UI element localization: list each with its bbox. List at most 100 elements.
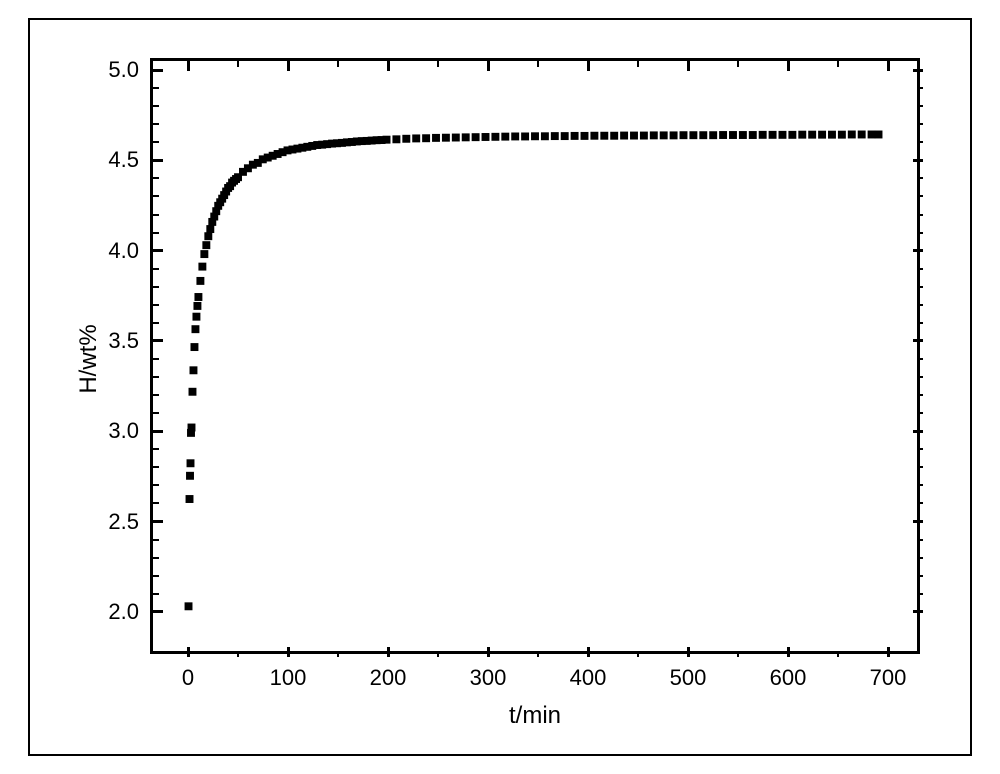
- axis-tick: [917, 484, 923, 486]
- axis-tick: [153, 177, 159, 179]
- y-axis-label: H/wt%: [75, 324, 103, 393]
- data-marker: [185, 602, 193, 610]
- axis-tick: [153, 358, 159, 360]
- figure: H/wt% 01002003004005006007002.02.53.03.5…: [0, 0, 1000, 774]
- axis-tick: [153, 141, 159, 143]
- axis-tick: [917, 214, 923, 216]
- axis-tick-label: 300: [470, 665, 507, 691]
- axis-tick: [917, 466, 923, 468]
- data-marker: [749, 131, 757, 139]
- data-marker: [392, 135, 400, 143]
- data-marker: [191, 325, 199, 333]
- data-marker: [788, 131, 796, 139]
- axis-tick: [153, 557, 159, 559]
- axis-tick: [237, 651, 239, 657]
- axis-tick-label: 700: [870, 665, 907, 691]
- data-marker: [858, 131, 866, 139]
- axis-tick: [917, 593, 923, 595]
- data-marker: [660, 131, 668, 139]
- axis-tick: [287, 61, 290, 71]
- axis-tick: [153, 304, 159, 306]
- data-marker: [531, 132, 539, 140]
- data-marker: [541, 132, 549, 140]
- axis-tick: [153, 610, 163, 613]
- data-marker: [198, 263, 206, 271]
- axis-tick: [913, 249, 923, 252]
- data-marker: [186, 495, 194, 503]
- axis-tick: [153, 123, 159, 125]
- axis-tick: [337, 61, 339, 67]
- series-layer: [153, 61, 917, 651]
- axis-tick: [917, 177, 923, 179]
- data-marker: [680, 131, 688, 139]
- axis-tick-label: 600: [770, 665, 807, 691]
- axis-tick: [153, 159, 163, 162]
- data-marker: [432, 134, 440, 142]
- axis-tick: [187, 647, 190, 657]
- axis-tick: [153, 484, 159, 486]
- axis-tick: [917, 141, 923, 143]
- axis-tick: [153, 87, 159, 89]
- axis-tick-label: 3.0: [108, 418, 139, 444]
- data-marker: [590, 132, 598, 140]
- data-marker: [194, 293, 202, 301]
- data-marker: [206, 225, 214, 233]
- axis-tick-label: 4.0: [108, 238, 139, 264]
- axis-tick: [917, 575, 923, 577]
- data-marker: [551, 132, 559, 140]
- axis-tick: [153, 412, 159, 414]
- axis-tick: [153, 339, 163, 342]
- data-marker: [501, 133, 509, 141]
- data-marker: [189, 388, 197, 396]
- data-marker: [779, 131, 787, 139]
- axis-tick: [437, 651, 439, 657]
- data-marker: [511, 132, 519, 140]
- axis-tick-label: 4.5: [108, 147, 139, 173]
- axis-tick: [187, 61, 190, 71]
- axis-tick: [913, 520, 923, 523]
- axis-tick: [587, 647, 590, 657]
- axis-tick: [153, 232, 159, 234]
- data-marker: [412, 134, 420, 142]
- axis-tick: [237, 61, 239, 67]
- axis-tick: [917, 376, 923, 378]
- axis-tick: [153, 249, 163, 252]
- plot-area: H/wt% 01002003004005006007002.02.53.03.5…: [150, 58, 920, 654]
- axis-tick: [917, 322, 923, 324]
- axis-tick: [487, 647, 490, 657]
- axis-tick: [637, 651, 639, 657]
- axis-tick-label: 400: [570, 665, 607, 691]
- axis-tick: [153, 105, 159, 107]
- data-marker: [186, 472, 194, 480]
- axis-tick: [887, 61, 890, 71]
- axis-tick: [913, 69, 923, 72]
- data-marker: [581, 132, 589, 140]
- data-marker: [808, 131, 816, 139]
- axis-tick: [687, 647, 690, 657]
- axis-tick: [917, 195, 923, 197]
- data-marker: [640, 132, 648, 140]
- data-marker: [521, 132, 529, 140]
- axis-tick: [913, 159, 923, 162]
- axis-tick-label: 200: [370, 665, 407, 691]
- data-marker: [818, 131, 826, 139]
- axis-tick-label: 2.5: [108, 509, 139, 535]
- data-marker: [200, 250, 208, 258]
- data-marker: [650, 131, 658, 139]
- axis-tick: [913, 610, 923, 613]
- data-marker: [875, 131, 883, 139]
- axis-tick: [337, 651, 339, 657]
- data-marker: [190, 366, 198, 374]
- data-marker: [868, 131, 876, 139]
- axis-tick: [637, 61, 639, 67]
- axis-tick: [917, 232, 923, 234]
- axis-tick: [837, 61, 839, 67]
- data-marker: [188, 424, 196, 432]
- data-marker: [402, 135, 410, 143]
- data-marker: [729, 131, 737, 139]
- data-marker: [202, 241, 210, 249]
- axis-tick-label: 100: [270, 665, 307, 691]
- data-marker: [769, 131, 777, 139]
- axis-tick: [787, 647, 790, 657]
- axis-tick: [917, 358, 923, 360]
